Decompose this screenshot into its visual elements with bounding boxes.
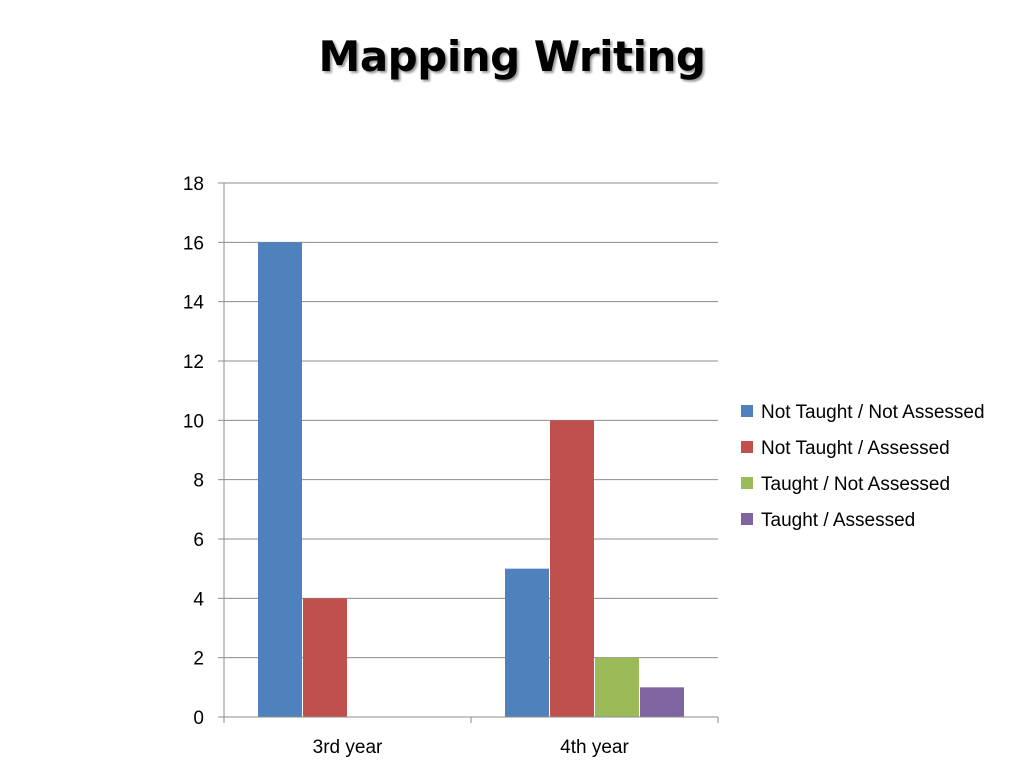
axes [223,183,719,723]
y-tick-label: 4 [193,589,204,610]
y-tick-label: 6 [193,530,204,551]
x-axis-category-labels: 3rd year 4th year [313,737,630,758]
y-tick-label: 8 [193,471,204,492]
bar [505,568,549,717]
bars [258,242,684,718]
y-tick-label: 16 [183,233,204,254]
y-tick-label: 2 [193,649,204,670]
legend-swatch [741,477,753,489]
bar [550,420,594,717]
y-tick-label: 10 [183,411,204,432]
legend-label: Taught / Not Assessed [761,474,950,495]
bar [595,657,639,717]
legend: Not Taught / Not Assessed Not Taught / As… [741,402,985,531]
legend-swatch [741,405,753,417]
legend-label: Not Taught / Assessed [761,438,950,459]
legend-label: Not Taught / Not Assessed [761,402,985,423]
legend-swatch [741,513,753,525]
x-category-label: 3rd year [313,737,383,758]
legend-label: Taught / Assessed [761,510,915,531]
y-axis-tick-labels: 0 2 4 6 8 10 12 14 16 18 [183,174,224,729]
slide-title: Mapping Writing [318,32,706,81]
legend-swatch [741,441,753,453]
y-tick-label: 14 [183,293,205,314]
y-tick-label: 0 [193,708,204,729]
bar [640,687,684,717]
x-category-label: 4th year [560,737,629,758]
bar [258,242,302,718]
y-tick-label: 18 [183,174,204,195]
y-tick-label: 12 [183,352,204,373]
bar [303,598,347,717]
